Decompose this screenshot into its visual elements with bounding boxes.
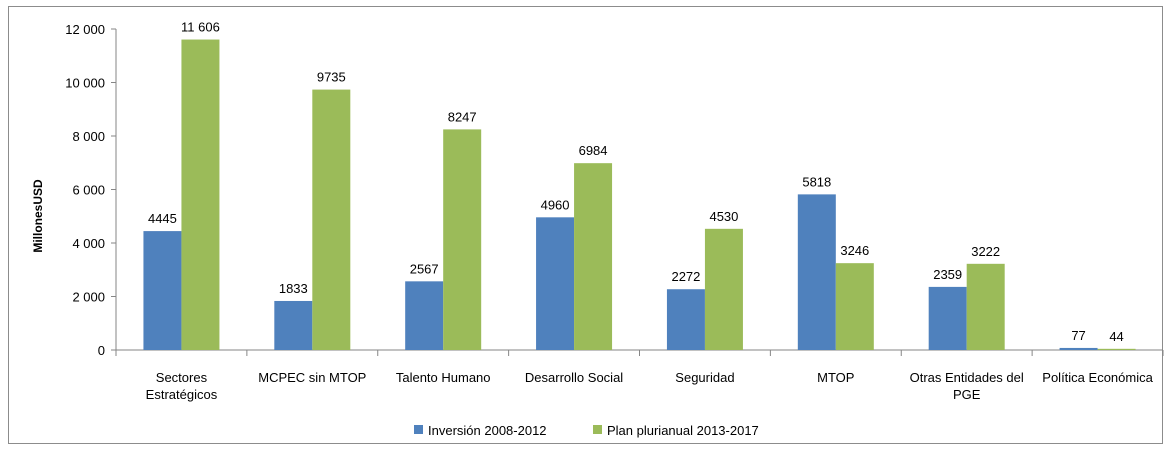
category-label: MCPEC sin MTOP [258, 370, 366, 385]
category-label: Desarrollo Social [525, 370, 623, 385]
y-axis-title-group: MillonesUSD [31, 179, 45, 253]
y-tick-label: 4 000 [72, 236, 105, 251]
bar-plan [1097, 348, 1136, 350]
y-tick-label: 2 000 [72, 290, 105, 305]
data-label: 8247 [448, 109, 477, 124]
category-label: Estratégicos [146, 387, 218, 402]
data-label: 5818 [802, 174, 831, 189]
y-tick-label: 6 000 [72, 183, 105, 198]
y-tick-label: 0 [98, 343, 105, 358]
category-label: Sectores [156, 370, 208, 385]
bar-plan [312, 89, 351, 351]
data-label: 11 606 [181, 20, 220, 35]
legend: Inversión 2008-2012 Plan plurianual 2013-… [414, 423, 759, 438]
bar-inversion [274, 300, 313, 350]
category-label: Talento Humano [396, 370, 491, 385]
y-tick-label: 10 000 [65, 76, 105, 91]
y-ticks: 0 2 000 4 000 6 000 8 000 10 000 12 000 [65, 22, 116, 358]
data-label: 2567 [410, 261, 439, 276]
bar-plan [966, 263, 1005, 350]
category-label: Política Económica [1042, 370, 1153, 385]
bars [143, 39, 1136, 351]
category-label: MTOP [817, 370, 854, 385]
data-label: 2272 [671, 269, 700, 284]
legend-swatch [593, 425, 602, 434]
category-label: Otras Entidades del [910, 370, 1024, 385]
axes [115, 29, 1164, 356]
bar-inversion [928, 286, 967, 350]
legend-label: Plan plurianual 2013-2017 [607, 423, 759, 438]
y-axis-label: MillonesUSD [31, 179, 45, 253]
bar-plan [704, 228, 743, 350]
data-label: 77 [1071, 328, 1085, 343]
data-label: 3222 [971, 244, 1000, 259]
data-label: 6984 [579, 143, 608, 158]
bar-plan [835, 263, 874, 350]
bar-inversion [143, 231, 182, 350]
data-label: 3246 [840, 243, 869, 258]
bar-inversion [405, 281, 444, 350]
data-labels: 4445 11 606 1833 9735 2567 8247 4960 6984 2272 45… [148, 20, 1124, 344]
bar-plan [574, 163, 613, 350]
bar-inversion [666, 289, 705, 350]
y-tick-label: 8 000 [72, 129, 105, 144]
data-label: 1833 [279, 281, 308, 296]
data-label: 9735 [317, 70, 346, 85]
y-tick-label: 12 000 [65, 22, 105, 37]
bar-inversion [536, 217, 575, 350]
category-label: PGE [953, 387, 981, 402]
legend-swatch [414, 425, 423, 434]
bar-inversion [797, 194, 836, 350]
bar-plan [181, 39, 220, 351]
data-label: 2359 [933, 267, 962, 282]
category-labels: Sectores Estratégicos MCPEC sin MTOP Talent… [146, 370, 1154, 402]
data-label: 4960 [541, 197, 570, 212]
bar-inversion [1059, 347, 1098, 350]
legend-label: Inversión 2008-2012 [428, 423, 547, 438]
category-label: Seguridad [675, 370, 734, 385]
data-label: 44 [1109, 329, 1123, 344]
data-label: 4530 [709, 209, 738, 224]
bar-plan [443, 129, 482, 350]
data-label: 4445 [148, 211, 177, 226]
